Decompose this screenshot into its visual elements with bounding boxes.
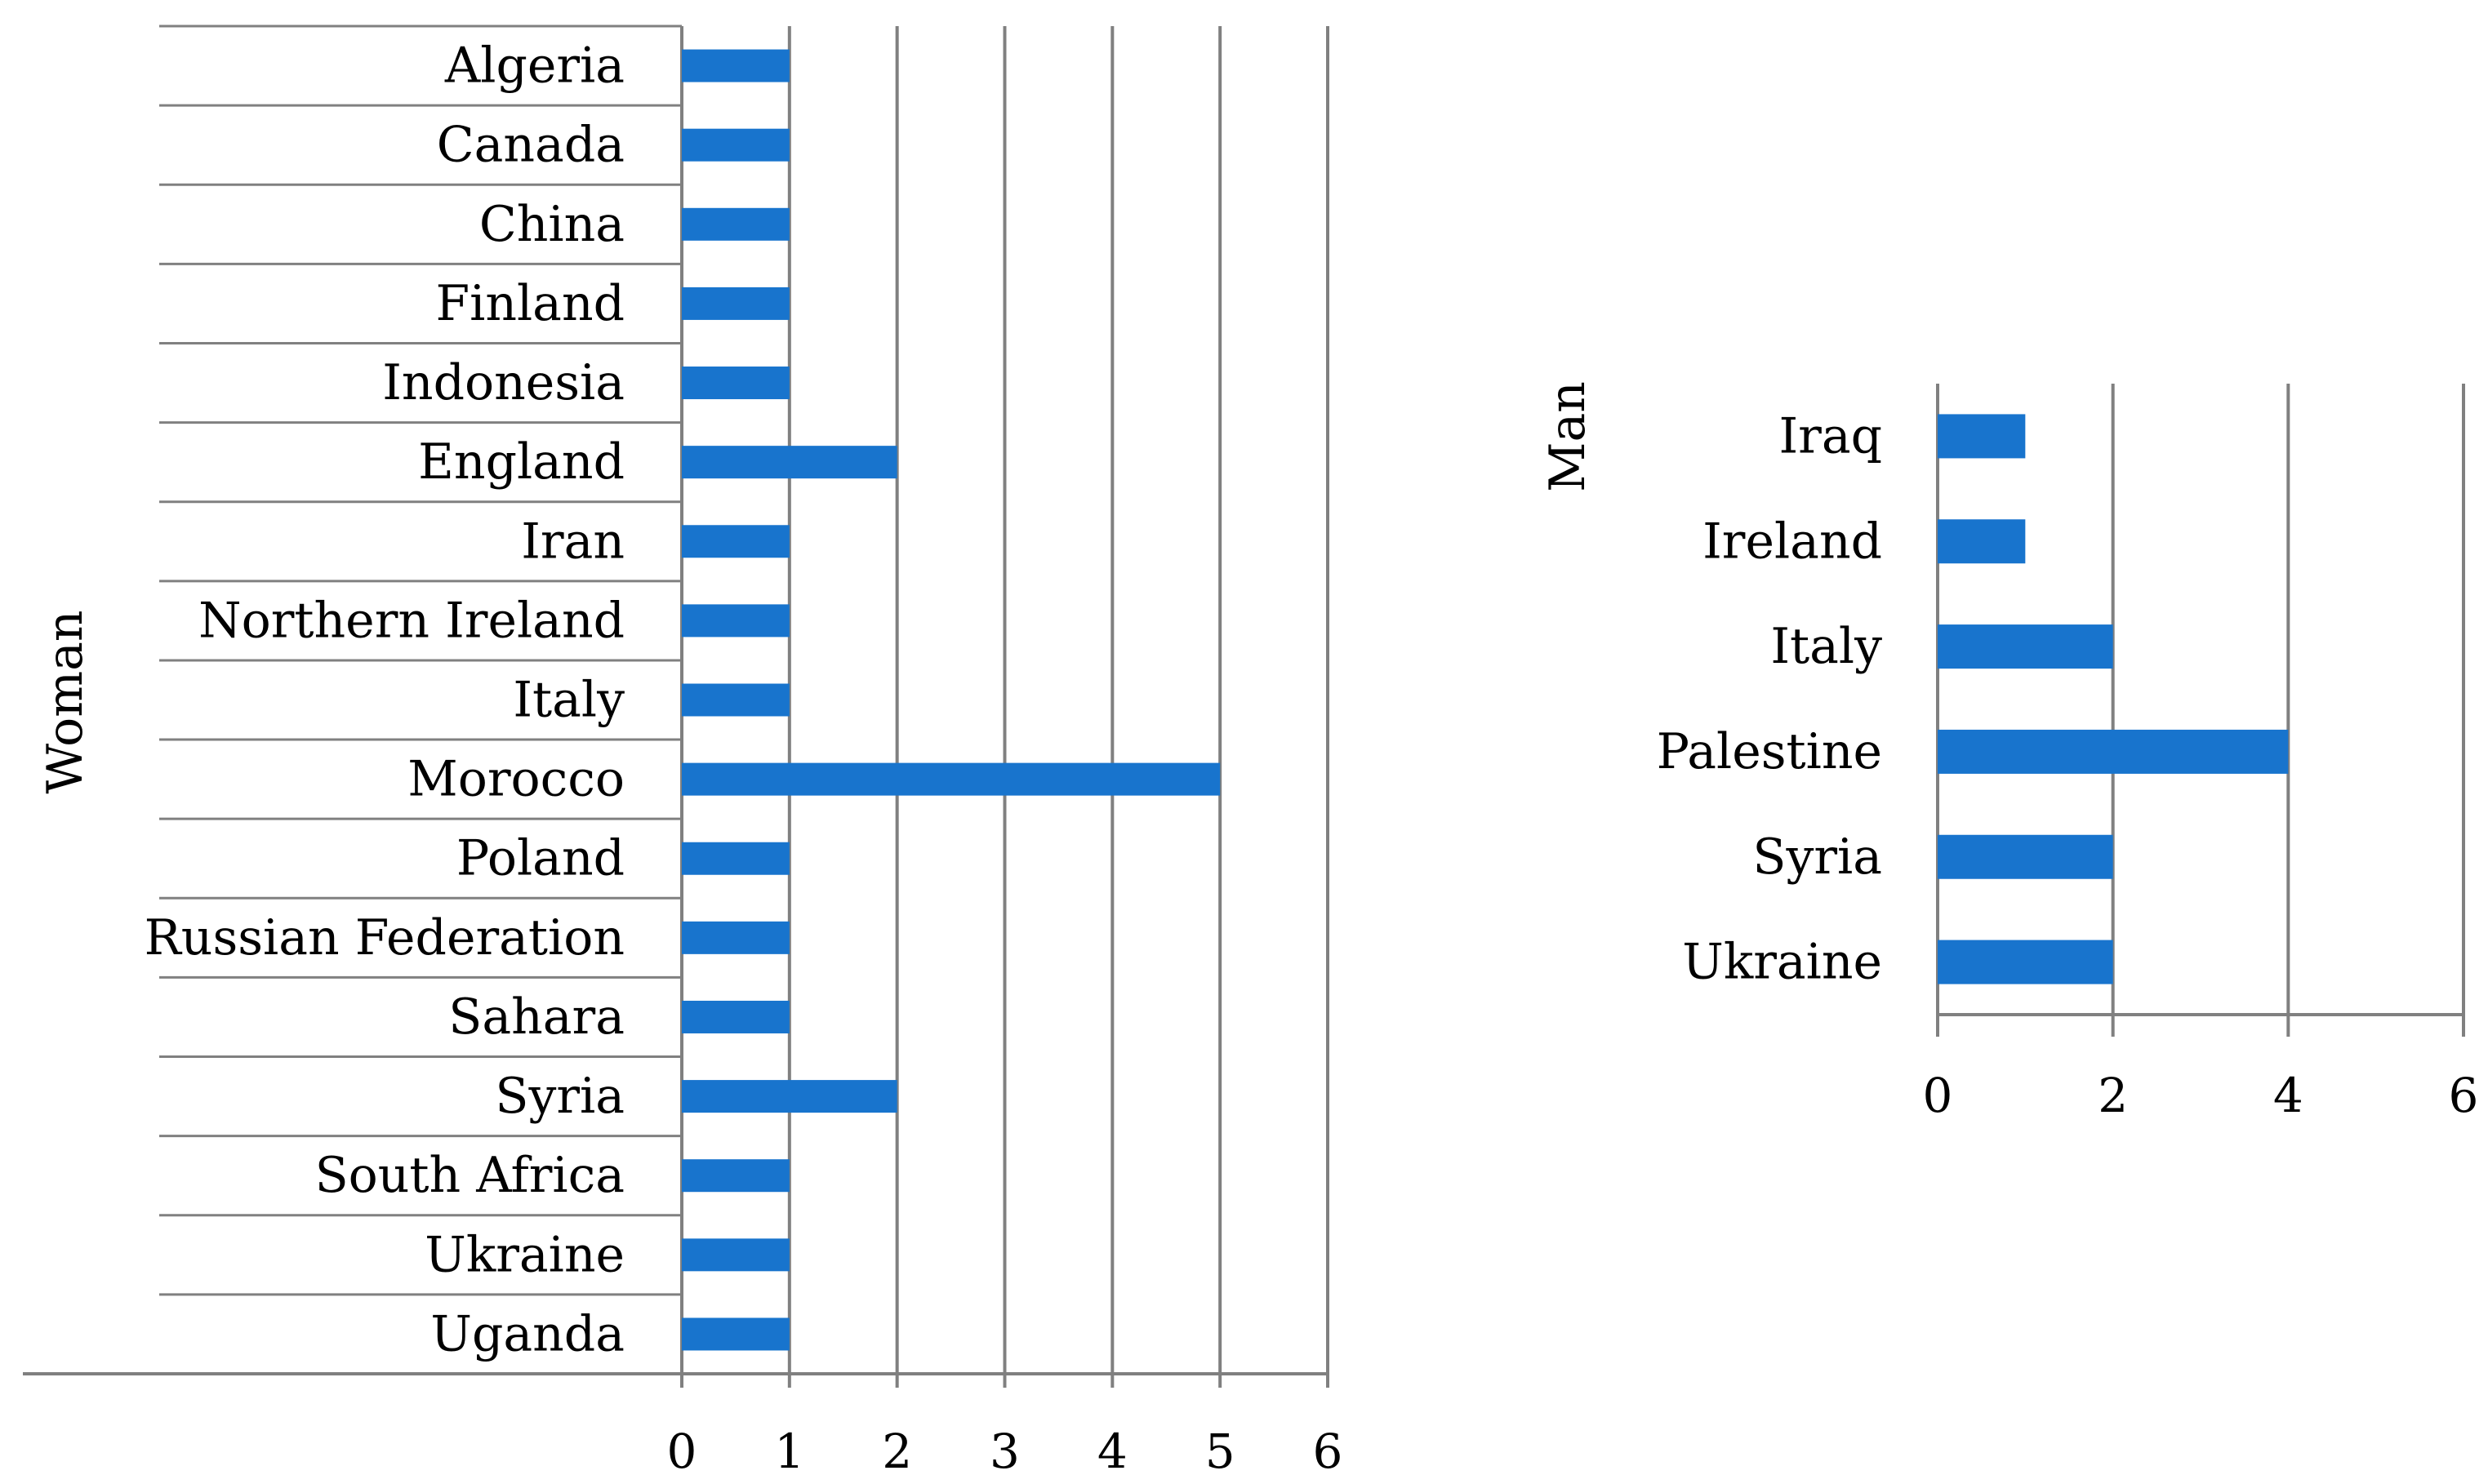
bar — [682, 525, 790, 558]
x-tick-label: 1 — [774, 1424, 804, 1479]
woman-group-label: Woman — [37, 610, 94, 793]
x-tick-label: 4 — [2273, 1068, 2303, 1123]
bar — [1938, 519, 2026, 564]
x-tick-label: 3 — [990, 1424, 1020, 1479]
bar — [1938, 624, 2113, 669]
bar — [682, 49, 790, 82]
category-label: South Africa — [315, 1147, 625, 1204]
category-label: China — [479, 196, 625, 253]
bar — [682, 367, 790, 400]
category-label: Finland — [436, 275, 625, 332]
bar — [682, 921, 790, 954]
bar — [682, 446, 897, 479]
category-label: Iraq — [1778, 407, 1882, 464]
x-tick-label: 2 — [2098, 1068, 2128, 1123]
category-label: Italy — [513, 672, 625, 729]
category-label: Syria — [1752, 829, 1882, 886]
bar — [682, 1000, 790, 1033]
category-label: Palestine — [1657, 723, 1882, 780]
category-label: Indonesia — [382, 354, 625, 411]
bar — [682, 128, 790, 162]
x-tick-label: 6 — [1313, 1424, 1343, 1479]
bar — [682, 604, 790, 638]
category-label: Italy — [1770, 618, 1882, 675]
category-label: Ireland — [1702, 513, 1882, 570]
x-tick-label: 5 — [1205, 1424, 1235, 1479]
bar — [1938, 414, 2026, 459]
category-label: Canada — [437, 117, 625, 174]
man-group-label: Man — [1539, 381, 1596, 492]
woman-chart: Woman Algeria Canada China Finland Indonesia… — [23, 24, 1343, 1479]
bar — [682, 1080, 897, 1113]
category-label: Ukraine — [425, 1226, 625, 1283]
bar — [682, 287, 790, 320]
x-tick-label: 2 — [882, 1424, 912, 1479]
category-label: Northern Ireland — [198, 592, 625, 649]
category-label: Poland — [456, 830, 625, 887]
x-tick-label: 0 — [667, 1424, 697, 1479]
category-label: Iran — [521, 513, 625, 570]
bar — [682, 1159, 790, 1193]
bar — [1938, 729, 2289, 774]
x-tick-label: 4 — [1097, 1424, 1128, 1479]
bar — [682, 842, 790, 875]
category-label: Uganda — [430, 1305, 625, 1362]
category-label: Algeria — [444, 38, 625, 95]
category-label: Ukraine — [1682, 934, 1882, 991]
x-tick-label: 6 — [2449, 1068, 2479, 1123]
bar — [1938, 834, 2113, 879]
man-chart: Man Iraq Ireland Italy Palestine Syria Ukrain… — [1539, 381, 2478, 1123]
x-tick-label: 0 — [1923, 1068, 1953, 1123]
category-label: Morocco — [407, 751, 625, 808]
bar — [682, 762, 1221, 796]
bar — [682, 683, 790, 717]
category-label: Sahara — [448, 989, 625, 1046]
bar — [682, 1238, 790, 1272]
bar — [682, 1317, 790, 1351]
category-label: Russian Federation — [145, 909, 625, 966]
category-label: England — [418, 433, 625, 491]
category-label: Syria — [495, 1068, 625, 1125]
bar — [1938, 940, 2113, 984]
bar — [682, 207, 790, 241]
